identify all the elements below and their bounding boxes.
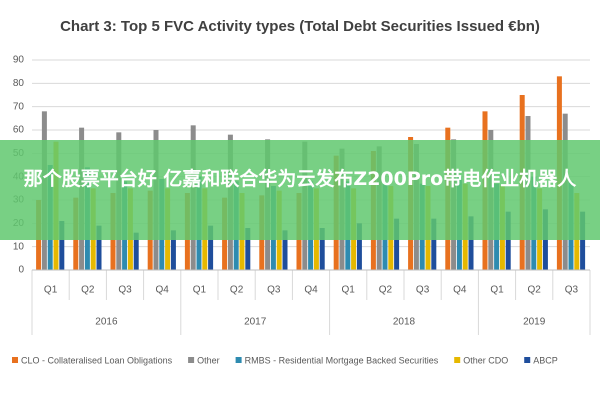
group-label: 2018	[393, 317, 416, 328]
bar	[505, 211, 511, 270]
bar	[319, 228, 325, 270]
y-tick-label: 70	[13, 101, 25, 112]
x-tick-label: Q3	[267, 285, 281, 296]
bar	[208, 225, 214, 270]
legend-swatch	[454, 357, 461, 363]
bar	[170, 230, 176, 270]
x-tick-label: Q1	[44, 285, 58, 296]
legend-label: ABCP	[533, 355, 558, 365]
x-tick-label: Q4	[156, 285, 170, 296]
y-tick-label: 0	[18, 265, 24, 276]
bar	[96, 225, 102, 270]
bar	[356, 223, 362, 270]
bar	[133, 232, 139, 270]
x-tick-label: Q2	[379, 285, 393, 296]
y-tick-label: 60	[13, 125, 25, 136]
legend-label: Other CDO	[463, 355, 508, 365]
bar	[431, 218, 437, 270]
overlay-banner: 那个股票平台好 亿嘉和联合华为云发布Z200Pro带电作业机器人	[0, 140, 600, 240]
bar	[282, 230, 288, 270]
x-tick-label: Q2	[230, 285, 244, 296]
x-tick-label: Q4	[453, 285, 467, 296]
legend-swatch	[188, 357, 195, 363]
bar	[245, 228, 251, 270]
bar	[580, 211, 586, 270]
legend-swatch	[524, 357, 531, 363]
legend-label: RMBS - Residential Mortgage Backed Secur…	[245, 355, 439, 365]
x-tick-label: Q2	[81, 285, 95, 296]
bar	[468, 216, 474, 270]
x-tick-label: Q3	[416, 285, 430, 296]
legend-label: CLO - Collateralised Loan Obligations	[21, 355, 173, 365]
x-tick-label: Q3	[565, 285, 579, 296]
group-label: 2017	[244, 317, 267, 328]
legend-swatch	[235, 357, 242, 363]
bar	[59, 221, 65, 270]
group-label: 2019	[523, 317, 546, 328]
y-tick-label: 80	[13, 78, 25, 89]
x-tick-label: Q1	[193, 285, 207, 296]
chart-title: Chart 3: Top 5 FVC Activity types (Total…	[60, 18, 540, 35]
bar	[394, 218, 400, 270]
y-tick-label: 10	[13, 241, 25, 252]
y-tick-label: 90	[13, 55, 25, 66]
x-tick-label: Q1	[490, 285, 504, 296]
x-tick-label: Q2	[528, 285, 542, 296]
legend-label: Other	[197, 355, 220, 365]
x-tick-label: Q3	[118, 285, 132, 296]
x-tick-label: Q1	[342, 285, 356, 296]
x-tick-label: Q4	[304, 285, 318, 296]
group-label: 2016	[95, 317, 118, 328]
legend-swatch	[12, 357, 18, 363]
